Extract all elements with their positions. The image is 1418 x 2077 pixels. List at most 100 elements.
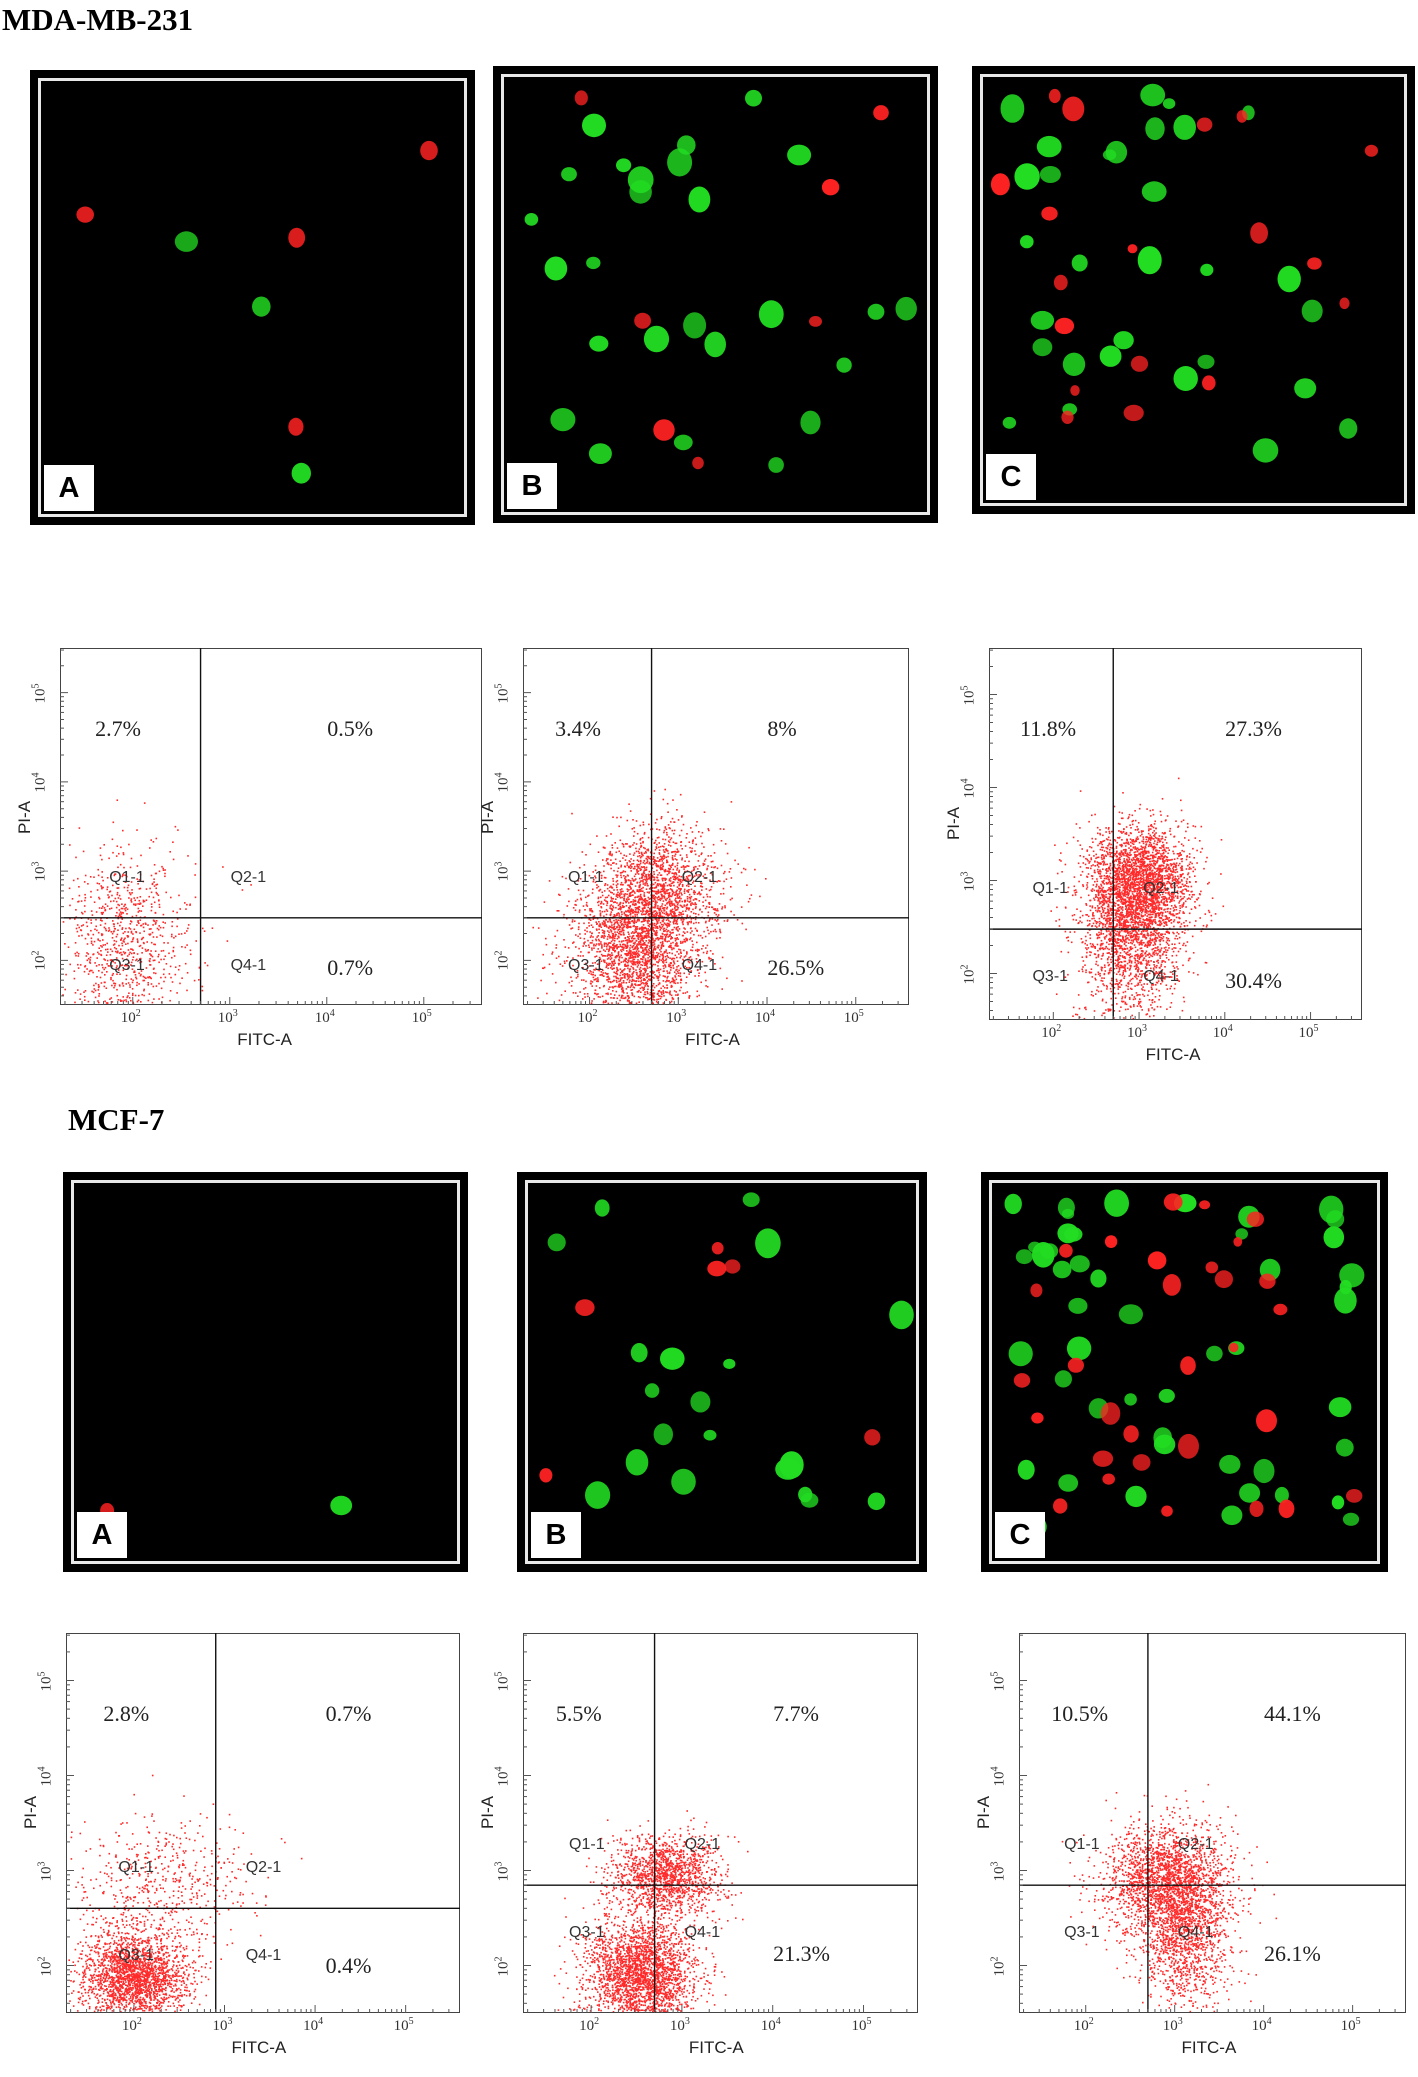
event-dot bbox=[609, 955, 612, 958]
event-dot bbox=[686, 953, 688, 955]
event-dot bbox=[639, 898, 642, 900]
event-dot bbox=[130, 921, 133, 923]
event-dot bbox=[607, 950, 610, 953]
event-dot bbox=[102, 939, 104, 941]
event-dot bbox=[159, 934, 162, 937]
event-dot bbox=[104, 922, 107, 925]
event-dot bbox=[765, 878, 767, 880]
event-dot bbox=[1116, 930, 1118, 933]
micrograph-frame bbox=[525, 1180, 919, 1564]
event-dot bbox=[640, 921, 643, 923]
event-dot bbox=[675, 978, 678, 981]
event-dot bbox=[629, 951, 631, 953]
event-dot bbox=[666, 955, 668, 957]
event-dot bbox=[680, 919, 683, 921]
event-dot bbox=[90, 940, 93, 943]
event-dot bbox=[129, 923, 132, 925]
event-dot bbox=[686, 938, 689, 940]
event-dot bbox=[687, 878, 690, 881]
red-cell bbox=[1100, 1402, 1121, 1425]
event-dot bbox=[171, 921, 174, 923]
event-dot bbox=[633, 922, 636, 925]
event-dot bbox=[579, 893, 582, 896]
event-dot bbox=[635, 928, 638, 931]
event-dot bbox=[630, 870, 632, 872]
event-dot bbox=[623, 898, 625, 900]
event-dot bbox=[630, 910, 632, 912]
event-dot bbox=[713, 866, 715, 869]
red-cell bbox=[1054, 317, 1075, 335]
event-dot bbox=[149, 976, 152, 979]
event-dot bbox=[108, 927, 110, 929]
tick-exponent: 2 bbox=[592, 1008, 598, 1019]
tick-base: 10 bbox=[666, 1010, 682, 1026]
event-dot bbox=[613, 994, 616, 996]
event-dot bbox=[602, 959, 605, 961]
event-dot bbox=[630, 892, 632, 894]
event-dot bbox=[636, 948, 639, 950]
event-dot bbox=[661, 938, 664, 940]
event-dot bbox=[97, 931, 100, 934]
event-dot bbox=[1123, 960, 1126, 963]
event-dot bbox=[683, 918, 685, 921]
event-dot bbox=[656, 976, 659, 979]
event-dot bbox=[673, 982, 675, 984]
event-dot bbox=[663, 897, 666, 899]
event-dot bbox=[667, 896, 670, 899]
event-dot bbox=[673, 926, 676, 929]
event-dot bbox=[140, 1001, 142, 1003]
event-dot bbox=[603, 922, 606, 925]
event-dot bbox=[93, 988, 96, 990]
event-dot bbox=[665, 934, 668, 937]
event-dot bbox=[130, 940, 133, 943]
event-dot bbox=[639, 940, 642, 942]
event-dot bbox=[637, 918, 639, 921]
event-dot bbox=[1154, 912, 1157, 915]
event-dot bbox=[705, 920, 707, 923]
event-dot bbox=[1142, 954, 1144, 957]
event-dot bbox=[122, 985, 125, 987]
event-dot bbox=[100, 945, 102, 947]
event-dot bbox=[615, 914, 618, 917]
event-dot bbox=[627, 952, 630, 955]
event-dot bbox=[632, 966, 634, 969]
event-dot bbox=[151, 931, 154, 934]
event-dot bbox=[600, 941, 602, 943]
event-dot bbox=[605, 942, 607, 945]
event-dot bbox=[663, 883, 665, 885]
red-cell bbox=[1067, 1357, 1084, 1373]
event-dot bbox=[630, 858, 632, 860]
event-dot bbox=[645, 969, 647, 972]
event-dot bbox=[145, 967, 148, 969]
event-dot bbox=[622, 870, 625, 872]
event-dot bbox=[643, 869, 646, 871]
event-dot bbox=[730, 886, 732, 888]
red-cell bbox=[1123, 1425, 1139, 1443]
event-dot bbox=[109, 948, 112, 951]
event-dot bbox=[139, 944, 142, 947]
event-dot bbox=[85, 955, 88, 957]
event-dot bbox=[610, 997, 612, 999]
event-dot bbox=[666, 924, 668, 926]
event-dot bbox=[589, 936, 592, 939]
event-dot bbox=[648, 898, 651, 900]
event-dot bbox=[142, 899, 145, 902]
event-dot bbox=[642, 942, 645, 945]
event-dot bbox=[690, 904, 692, 907]
event-dot bbox=[116, 911, 118, 914]
event-dot bbox=[618, 983, 621, 986]
event-dot bbox=[593, 943, 595, 946]
event-dot bbox=[131, 988, 134, 990]
event-dot bbox=[598, 890, 600, 892]
event-dot bbox=[678, 883, 680, 886]
event-dot bbox=[655, 903, 657, 905]
event-dot bbox=[671, 958, 673, 961]
event-dot bbox=[592, 888, 594, 891]
event-dot bbox=[73, 977, 76, 980]
event-dot bbox=[649, 991, 652, 994]
event-dot bbox=[620, 933, 622, 936]
event-dot bbox=[97, 951, 99, 954]
event-dot bbox=[587, 944, 590, 946]
event-dot bbox=[653, 873, 655, 875]
event-dot bbox=[646, 930, 648, 932]
